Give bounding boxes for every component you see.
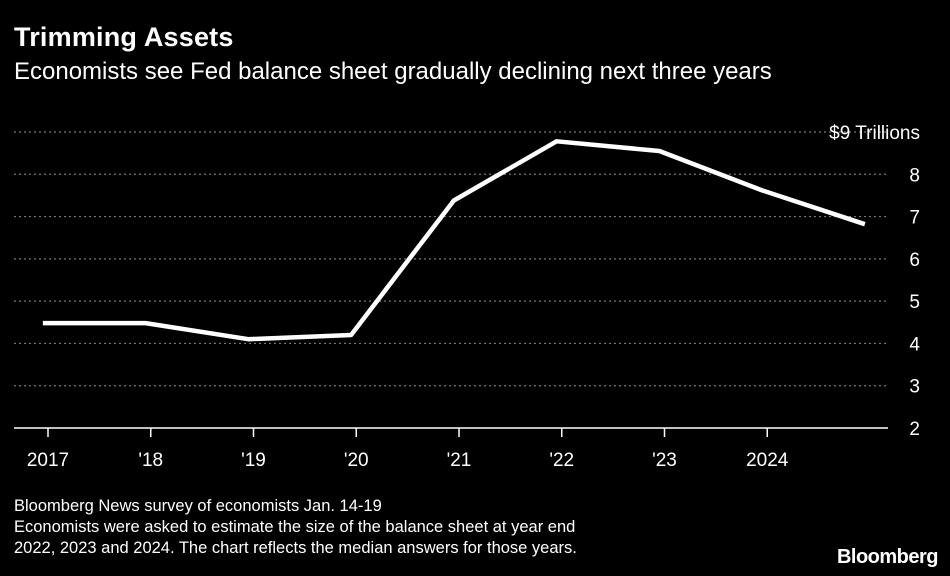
bloomberg-logo: Bloomberg (836, 546, 939, 568)
series-line-0 (42, 139, 866, 342)
x-tick-label-2022: '22 (549, 450, 574, 471)
x-tick-label-2023: '23 (652, 450, 677, 471)
x-axis (14, 427, 888, 437)
chart-subtitle: Economists see Fed balance sheet gradual… (14, 58, 772, 85)
y-tick-label-3: 3 (909, 377, 920, 398)
footnote: Bloomberg News survey of economists Jan.… (14, 496, 577, 559)
y-tick-label-9: $9 Trillions (829, 123, 920, 144)
y-tick-label-4: 4 (909, 334, 920, 355)
grid-lines (14, 131, 888, 387)
x-tick-label-2019: '19 (241, 450, 266, 471)
series-layer (42, 139, 866, 342)
method-note-line-2: 2022, 2023 and 2024. The chart reflects … (14, 539, 577, 557)
y-tick-label-8: 8 (909, 165, 920, 186)
source-note: Bloomberg News survey of economists Jan.… (14, 497, 382, 515)
x-tick-label-2024: 2024 (746, 450, 789, 471)
x-axis-labels: 2017 '18 '19 '20 '21 '22 '23 2024 (27, 450, 789, 471)
y-tick-label-5: 5 (909, 292, 920, 313)
y-axis-labels: $9 Trillions 8 7 6 5 4 3 2 (829, 123, 920, 440)
chart-title: Trimming Assets (14, 22, 234, 52)
x-tick-label-2021: '21 (447, 450, 472, 471)
y-tick-label-2: 2 (909, 419, 920, 440)
x-tick-label-2020: '20 (344, 450, 369, 471)
y-tick-label-7: 7 (909, 208, 920, 229)
method-note-line-1: Economists were asked to estimate the si… (14, 518, 576, 536)
x-tick-label-2018: '18 (138, 450, 163, 471)
y-tick-label-6: 6 (909, 250, 920, 271)
x-tick-label-2017: 2017 (27, 450, 69, 471)
line-chart: $9 Trillions 8 7 6 5 4 3 2 2017 '18 '19 '20 '21 '22 '… (14, 123, 920, 471)
